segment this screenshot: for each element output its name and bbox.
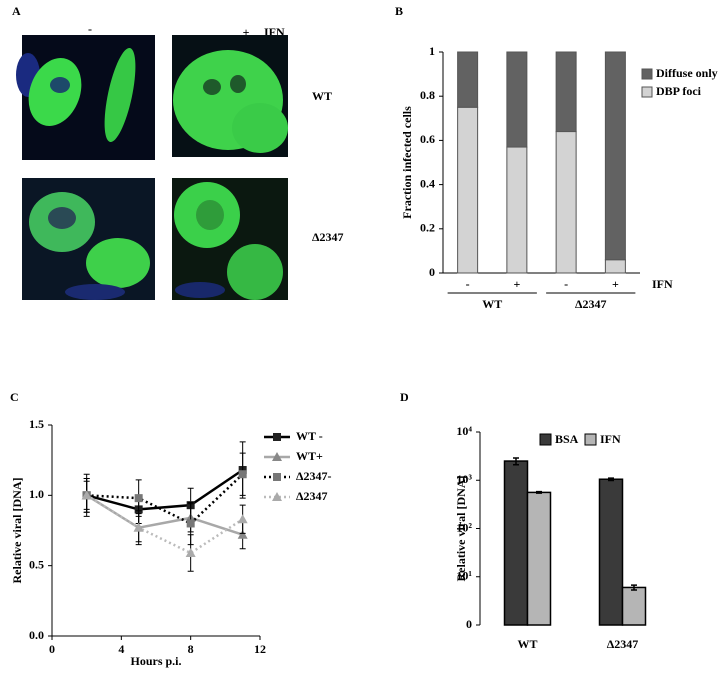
column-label: -: [88, 22, 92, 36]
row-label: Δ2347: [312, 230, 344, 244]
row-label: WT: [312, 89, 332, 103]
y-tick-label: 0.5: [29, 557, 44, 571]
bar-segment: [506, 51, 528, 148]
panel-letter: D: [400, 390, 409, 404]
legend-swatch: [539, 433, 552, 446]
bar-segment: [604, 259, 626, 274]
column-label: +: [243, 25, 250, 39]
legend-label: IFN: [600, 432, 621, 446]
bar: [621, 586, 647, 626]
series-line: [86, 468, 244, 511]
legend-label: Δ2347: [296, 489, 328, 503]
y-tick-label: 0.4: [420, 176, 435, 190]
x-tick-label: 0: [49, 642, 55, 656]
y-tick-label: 0.0: [29, 628, 44, 642]
marker: [133, 522, 144, 532]
y-tick-label: 1.0: [29, 487, 44, 501]
group-label: Δ2347: [575, 297, 607, 311]
marker: [185, 548, 196, 558]
panel-letter: B: [395, 4, 403, 18]
legend-label: WT -: [296, 429, 323, 443]
y-tick-label: 10²: [456, 520, 472, 534]
error-bar: [608, 477, 614, 482]
treatment-label: IFN: [652, 277, 673, 291]
marker: [272, 452, 282, 461]
y-tick-label: 10³: [456, 472, 472, 486]
y-tick-label: 0.6: [420, 132, 435, 146]
x-tick-label: 4: [118, 642, 124, 656]
error-bar: [536, 490, 542, 494]
bar: [526, 491, 552, 626]
y-tick-label: 10⁴: [456, 424, 472, 438]
series-line: [86, 494, 244, 555]
x-tick-label: 12: [254, 642, 266, 656]
error-bar: [631, 584, 637, 591]
y-axis-label: Relative viral [DNA]: [10, 478, 24, 584]
marker: [81, 490, 92, 500]
marker: [272, 492, 282, 501]
y-tick-label: 10¹: [456, 569, 472, 583]
legend-swatch: [641, 86, 653, 98]
bar-segment: [506, 146, 528, 274]
bar: [503, 460, 529, 626]
legend-label: Diffuse only: [656, 66, 718, 80]
bar-segment: [604, 51, 626, 261]
x-tick-label: -: [564, 277, 568, 291]
y-tick-label: 0.8: [420, 88, 435, 102]
y-axis-label: Fraction infected cells: [400, 106, 414, 219]
marker: [237, 514, 248, 524]
error-bar: [513, 457, 519, 466]
marker: [238, 470, 247, 479]
legend-label: WT+: [296, 449, 323, 463]
legend-label: Δ2347-: [296, 469, 332, 483]
panel-letter: C: [10, 390, 19, 404]
marker: [273, 473, 281, 481]
y-tick-label: 0: [429, 265, 435, 279]
y-tick-label: 1: [429, 44, 435, 58]
x-tick-label: +: [513, 277, 520, 291]
x-tick-label: 8: [188, 642, 194, 656]
legend-swatch: [641, 68, 653, 80]
legend-swatch: [584, 433, 597, 446]
x-tick-label: Δ2347: [607, 637, 639, 651]
x-tick-label: +: [612, 277, 619, 291]
y-tick-label: 1.5: [29, 417, 44, 431]
micrographs: [16, 35, 288, 300]
y-tick-label: 0.2: [420, 221, 435, 235]
bar-segment: [457, 51, 479, 108]
bar-segment: [555, 51, 577, 133]
x-tick-label: -: [466, 277, 470, 291]
x-axis-label: Hours p.i.: [130, 654, 181, 668]
panel-letter: A: [12, 4, 21, 18]
bar-segment: [457, 106, 479, 274]
marker: [134, 494, 143, 503]
bar-segment: [555, 131, 577, 274]
legend-label: BSA: [555, 432, 579, 446]
group-label: WT: [482, 297, 502, 311]
legend-label: DBP foci: [656, 84, 702, 98]
marker: [237, 529, 248, 539]
bar: [598, 478, 624, 626]
series-line: [86, 473, 244, 525]
y-axis-label: Relative viral [DNA]: [454, 476, 468, 582]
x-tick-label: WT: [517, 637, 537, 651]
y-tick-label: 0: [466, 617, 472, 631]
marker: [186, 519, 195, 528]
marker: [273, 433, 281, 441]
